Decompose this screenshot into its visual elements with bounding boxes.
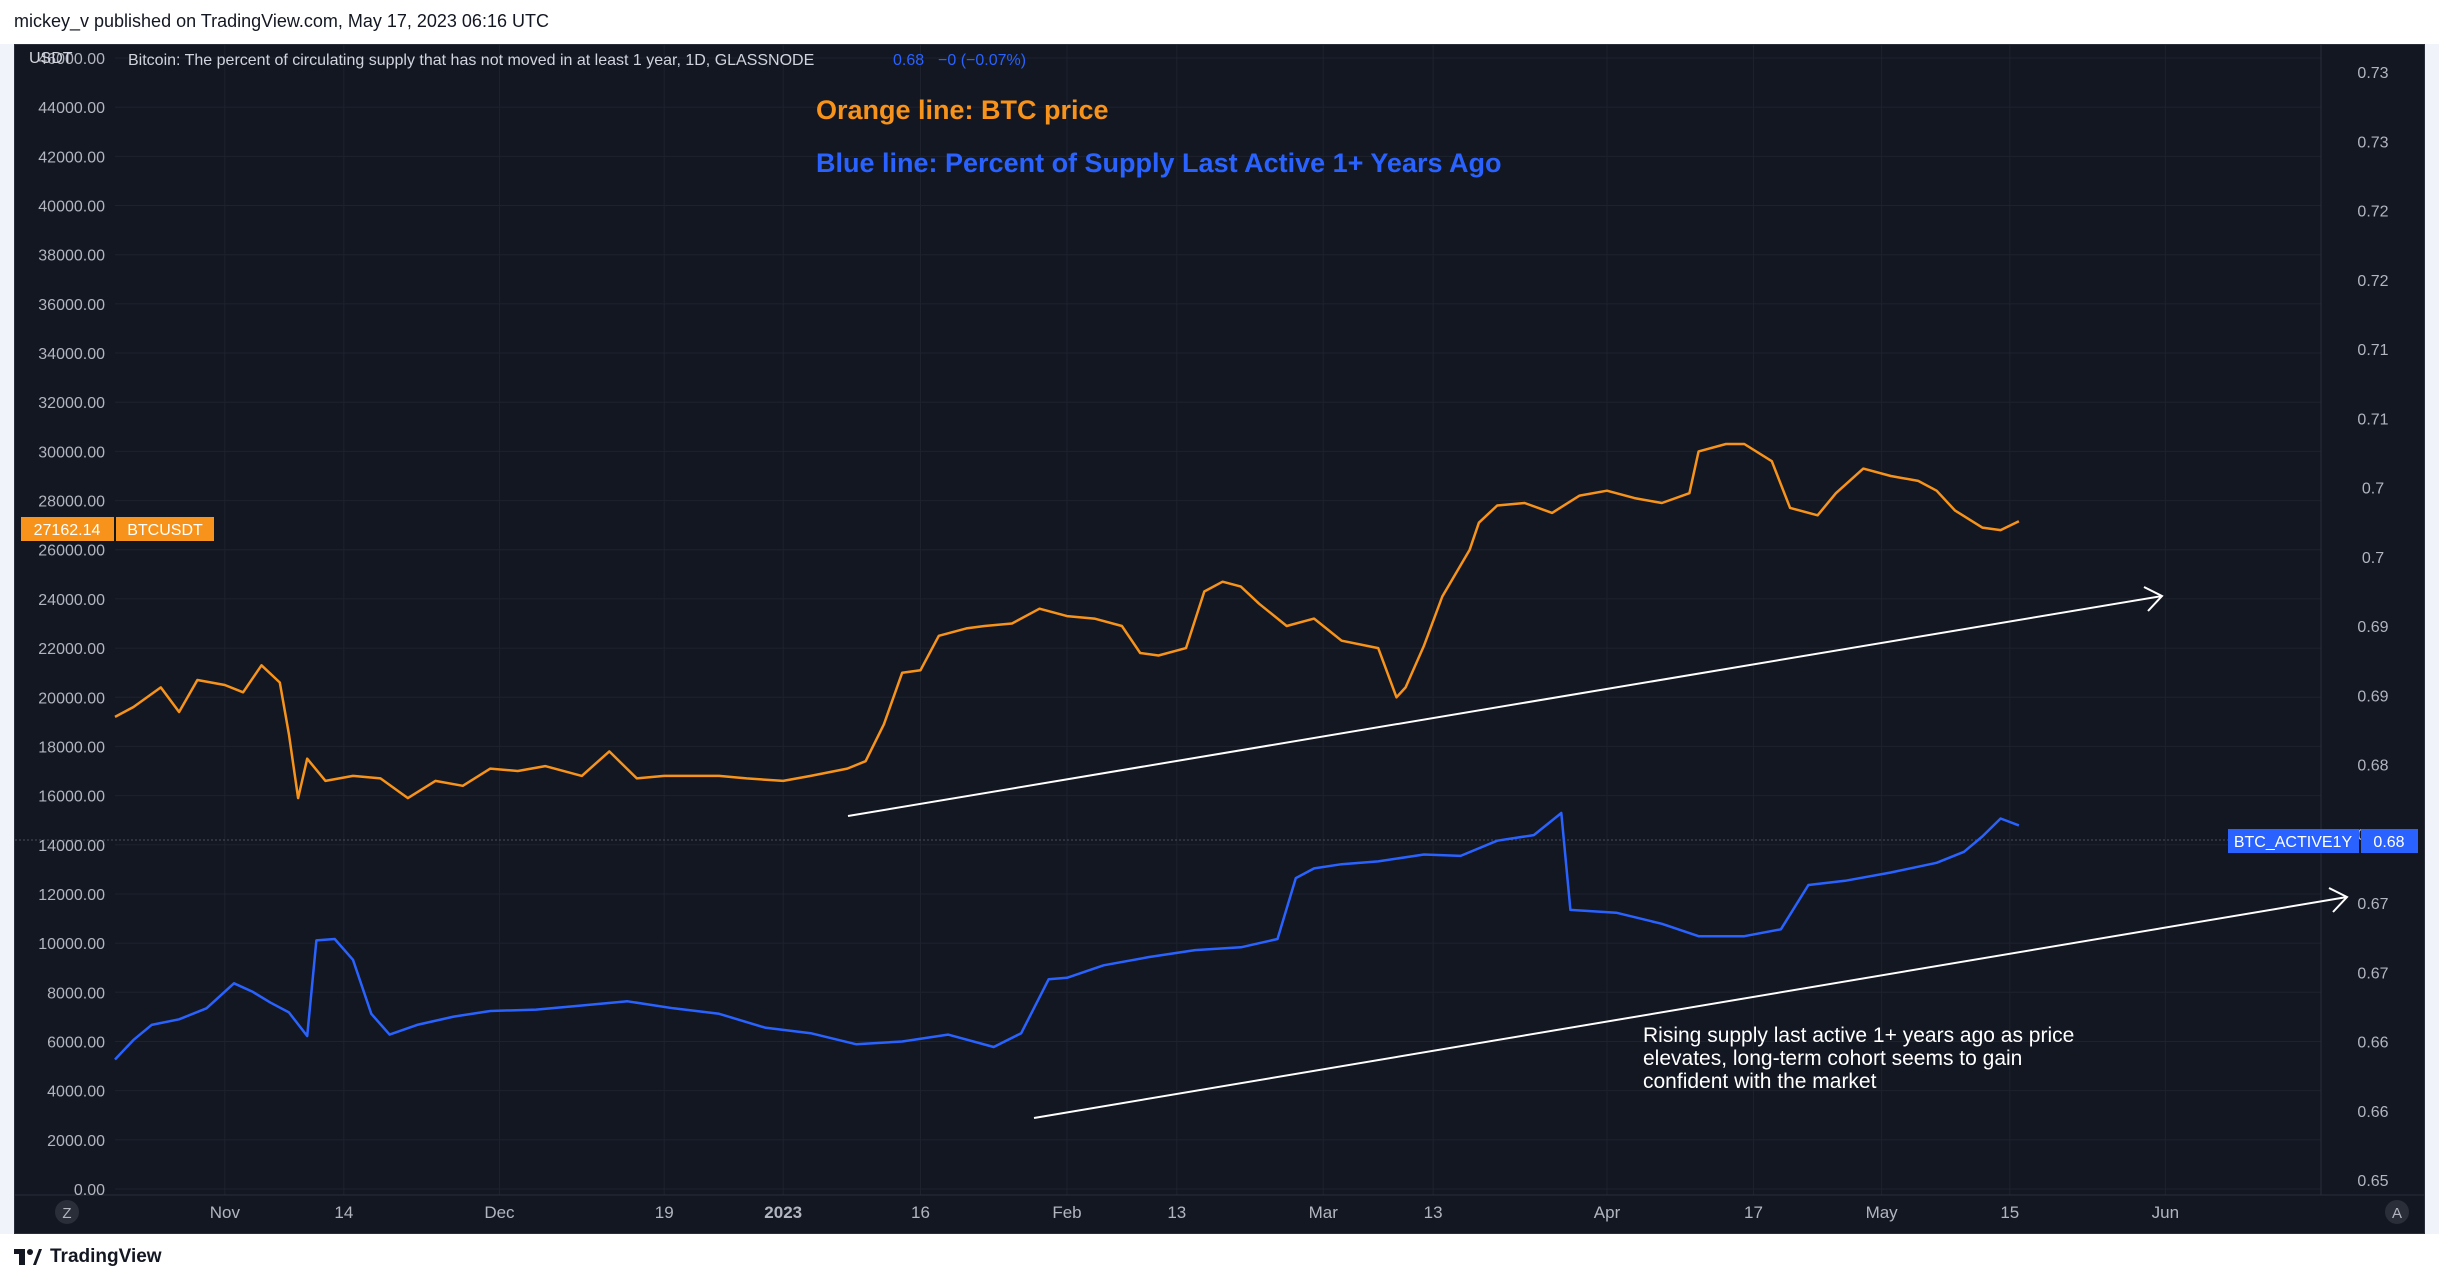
right-axis-tick-label: 0.69: [2357, 619, 2388, 636]
right-axis-tick-label: 0.68: [2357, 758, 2388, 775]
comment-line-1[interactable]: Rising supply last active 1+ years ago a…: [1643, 1024, 2074, 1047]
zoom-reset-label: Z: [62, 1205, 71, 1222]
legend-change: −0 (−0.07%): [938, 52, 1026, 69]
x-axis-tick-label: 17: [1744, 1203, 1763, 1222]
left-axis-tick-label: 46000.00: [38, 51, 105, 68]
right-axis-tick-label: 0.66: [2357, 1035, 2388, 1052]
time-axis[interactable]: Nov 14 Dec 19 2023 16 Feb 13 Mar 13 Apr 17 May 15 Jun: [210, 1203, 2179, 1222]
left-axis-tick-label: 38000.00: [38, 248, 105, 265]
left-axis-tick-label: 40000.00: [38, 199, 105, 216]
right-axis-tick-label: 0.71: [2357, 342, 2388, 359]
active-symbol-tag[interactable]: BTC_ACTIVE1Y: [2228, 829, 2359, 853]
left-axis-tick-label: 42000.00: [38, 149, 105, 166]
right-axis-tick-label: 0.73: [2357, 65, 2388, 82]
x-axis-tick-label: 16: [911, 1203, 930, 1222]
supply-trend-arrow-head: [2328, 887, 2349, 913]
currency-label: USDT: [29, 50, 73, 67]
x-axis-tick-label: 14: [334, 1203, 353, 1222]
x-axis-tick-label: 13: [1424, 1203, 1443, 1222]
x-axis-tick-label: Mar: [1309, 1203, 1339, 1222]
left-axis-tick-label: 6000.00: [47, 1034, 105, 1051]
supply-trend-arrow-line[interactable]: [1033, 896, 2348, 1119]
btc-symbol-tag-text: BTCUSDT: [127, 522, 203, 539]
right-axis-tick-label: 0.69: [2357, 688, 2388, 705]
left-axis-tick-label: 2000.00: [47, 1133, 105, 1150]
left-axis-tick-label: 10000.00: [38, 936, 105, 953]
active-value-tag[interactable]: 0.68: [2361, 829, 2418, 853]
chart-background: [15, 45, 2424, 1233]
left-axis-tick-label: 12000.00: [38, 887, 105, 904]
series-line-BTC_ACTIVE1Y[interactable]: [114, 811, 2020, 1061]
left-axis-tick-label: 28000.00: [38, 494, 105, 511]
left-axis-tick-label: 4000.00: [47, 1084, 105, 1101]
comment-line-3[interactable]: confident with the market: [1643, 1070, 1877, 1093]
zoom-reset-button[interactable]: Z: [55, 1200, 79, 1224]
left-axis-tick-label: 8000.00: [47, 985, 105, 1002]
right-axis-tick-label: 0.72: [2357, 204, 2388, 221]
right-axis-tick-label: 0.67: [2357, 965, 2388, 982]
price-trend-arrow-line[interactable]: [847, 595, 2163, 817]
series-layer: [114, 442, 2020, 1061]
left-axis-tick-label: 32000.00: [38, 395, 105, 412]
x-axis-tick-label: Feb: [1052, 1203, 1081, 1222]
auto-scale-button[interactable]: A: [2385, 1200, 2409, 1224]
right-axis-tick-label: 0.7: [2362, 550, 2384, 567]
left-axis-tick-label: 34000.00: [38, 346, 105, 363]
left-axis-tick-label: 36000.00: [38, 297, 105, 314]
left-price-axis[interactable]: 0.00 2000.00 4000.00 6000.00 8000.00 10000.00…: [38, 51, 105, 1199]
right-axis-tick-label: 0.67: [2357, 896, 2388, 913]
right-axis-tick-label: 0.7: [2362, 481, 2384, 498]
attribution-text: mickey_v published on TradingView.com, M…: [14, 11, 549, 31]
grid-layer: [15, 45, 2424, 1196]
btc-price-tag-text: 27162.14: [34, 522, 101, 539]
tradingview-brand: TradingView: [50, 1246, 162, 1267]
left-axis-tick-label: 26000.00: [38, 543, 105, 560]
x-axis-tick-label: Nov: [210, 1203, 241, 1222]
footer: TradingView: [0, 1234, 2439, 1281]
x-axis-tick-label: May: [1866, 1203, 1899, 1222]
chart-pane[interactable]: 0.00 2000.00 4000.00 6000.00 8000.00 10000.00…: [14, 44, 2425, 1234]
btc-symbol-tag[interactable]: BTCUSDT: [116, 517, 214, 541]
left-axis-tick-label: 14000.00: [38, 838, 105, 855]
x-axis-tick-label: 2023: [764, 1203, 802, 1222]
x-axis-tick-label: 13: [1167, 1203, 1186, 1222]
tradingview-logo-icon: [14, 1249, 42, 1265]
right-axis-tick-label: 0.65: [2357, 1173, 2388, 1190]
right-axis-tick-label: 0.73: [2357, 134, 2388, 151]
left-axis-tick-label: 30000.00: [38, 444, 105, 461]
right-axis-tick-label: 0.71: [2357, 411, 2388, 428]
attribution-header: mickey_v published on TradingView.com, M…: [0, 0, 2439, 44]
left-axis-tick-label: 44000.00: [38, 100, 105, 117]
comment-line-2[interactable]: elevates, long-term cohort seems to gain: [1643, 1047, 2022, 1070]
auto-scale-label: A: [2392, 1205, 2402, 1222]
blue-line-note[interactable]: Blue line: Percent of Supply Last Active…: [816, 148, 1501, 178]
active-value-tag-text: 0.68: [2373, 834, 2404, 851]
left-axis-tick-label: 24000.00: [38, 592, 105, 609]
price-trend-arrow-head: [2143, 586, 2164, 612]
x-axis-tick-label: Dec: [484, 1203, 515, 1222]
legend-symbol-text[interactable]: Bitcoin: The percent of circulating supp…: [128, 52, 814, 69]
left-axis-tick-label: 16000.00: [38, 789, 105, 806]
chart-svg[interactable]: 0.00 2000.00 4000.00 6000.00 8000.00 10000.00…: [15, 45, 2424, 1233]
right-axis-tick-label: 0.72: [2357, 273, 2388, 290]
x-axis-tick-label: Apr: [1594, 1203, 1621, 1222]
x-axis-tick-label: 15: [2000, 1203, 2019, 1222]
left-axis-tick-label: 22000.00: [38, 641, 105, 658]
orange-line-note[interactable]: Orange line: BTC price: [816, 95, 1109, 125]
btc-price-tag[interactable]: 27162.14: [21, 517, 114, 541]
active-symbol-tag-text: BTC_ACTIVE1Y: [2234, 834, 2353, 851]
tradingview-logo[interactable]: TradingView: [14, 1246, 162, 1268]
left-axis-tick-label: 20000.00: [38, 690, 105, 707]
right-axis-tick-label: 0.66: [2357, 1104, 2388, 1121]
x-axis-tick-label: 19: [655, 1203, 674, 1222]
legend-value: 0.68: [893, 52, 924, 69]
left-axis-tick-label: 0.00: [74, 1182, 105, 1199]
x-axis-tick-label: Jun: [2152, 1203, 2179, 1222]
left-axis-tick-label: 18000.00: [38, 739, 105, 756]
